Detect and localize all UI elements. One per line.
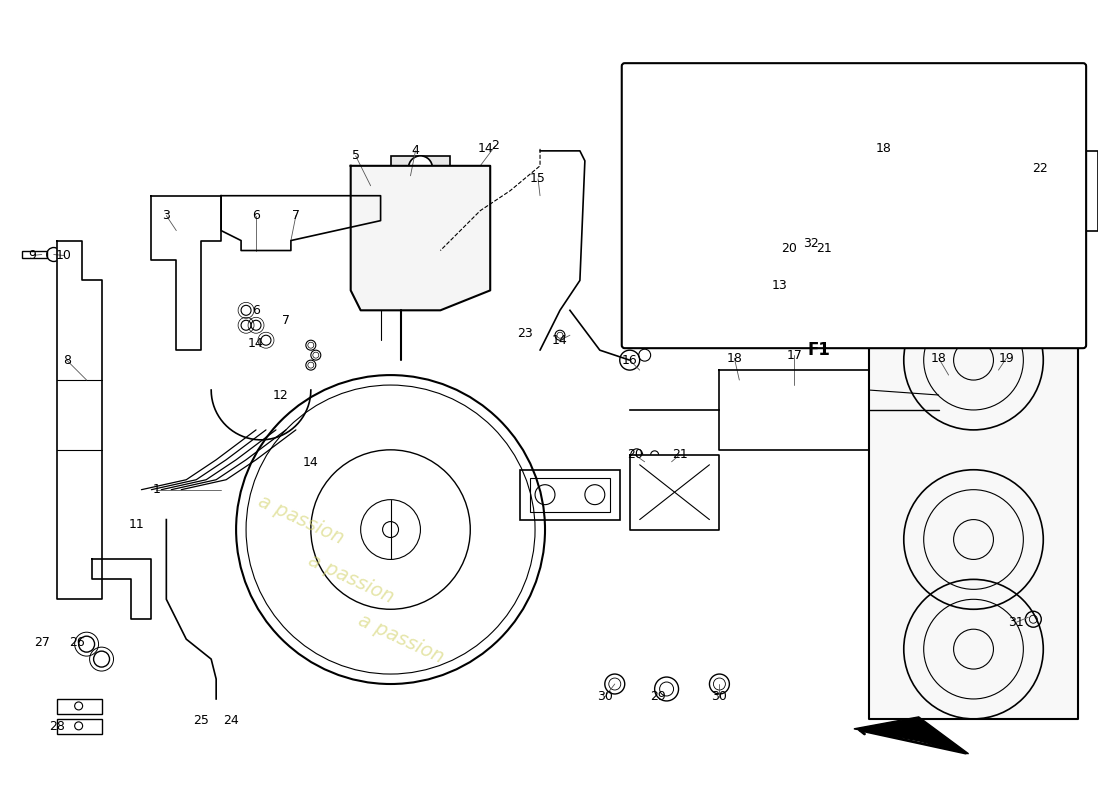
Polygon shape <box>869 290 1078 719</box>
Text: 15: 15 <box>530 172 546 186</box>
Text: 14: 14 <box>302 456 319 470</box>
Text: 2: 2 <box>492 139 499 152</box>
Circle shape <box>408 156 432 180</box>
Text: 27: 27 <box>34 636 50 649</box>
Text: 7: 7 <box>282 314 290 326</box>
Circle shape <box>710 674 729 694</box>
Text: 18: 18 <box>931 352 947 365</box>
Text: 21: 21 <box>672 448 688 462</box>
Text: 6: 6 <box>252 304 260 317</box>
Bar <box>839 216 938 226</box>
Text: 8: 8 <box>63 354 70 366</box>
Text: 20: 20 <box>781 242 798 255</box>
Text: 10: 10 <box>56 249 72 262</box>
Text: 25: 25 <box>194 714 209 727</box>
Text: 6: 6 <box>252 209 260 222</box>
Text: 18: 18 <box>876 142 892 155</box>
Text: a passion: a passion <box>354 611 447 667</box>
Text: 23: 23 <box>517 326 534 340</box>
Bar <box>530 478 609 512</box>
Text: 20: 20 <box>627 448 642 462</box>
Text: 31: 31 <box>1009 616 1024 629</box>
Polygon shape <box>1068 151 1098 230</box>
Text: 21: 21 <box>816 242 832 255</box>
Text: 14: 14 <box>552 334 568 346</box>
Polygon shape <box>221 196 381 250</box>
Text: 7: 7 <box>292 209 300 222</box>
Text: 17: 17 <box>786 349 802 362</box>
Text: F1: F1 <box>807 341 830 359</box>
Circle shape <box>94 651 110 667</box>
Polygon shape <box>351 166 491 310</box>
Text: 13: 13 <box>771 279 788 292</box>
Bar <box>390 156 450 181</box>
Bar <box>989 146 1019 226</box>
Text: 4: 4 <box>411 144 419 158</box>
Text: a passion: a passion <box>255 491 346 548</box>
Bar <box>57 699 101 714</box>
Polygon shape <box>629 455 719 530</box>
Text: 3: 3 <box>163 209 170 222</box>
Circle shape <box>605 674 625 694</box>
Text: 28: 28 <box>48 720 65 734</box>
Text: 22: 22 <box>1033 162 1048 175</box>
Bar <box>700 156 759 196</box>
Bar <box>22 250 47 258</box>
Text: 9: 9 <box>28 249 35 262</box>
Text: 16: 16 <box>621 354 638 366</box>
Text: 19: 19 <box>999 352 1014 365</box>
Polygon shape <box>854 717 968 754</box>
Text: 11: 11 <box>129 518 144 531</box>
Text: 32: 32 <box>803 237 820 250</box>
Text: 14: 14 <box>477 142 493 155</box>
Polygon shape <box>57 241 101 599</box>
FancyBboxPatch shape <box>621 63 1086 348</box>
Text: 30: 30 <box>597 690 613 703</box>
Text: 12: 12 <box>273 389 289 402</box>
Polygon shape <box>719 370 869 450</box>
Text: 30: 30 <box>712 690 727 703</box>
Text: 26: 26 <box>69 636 85 649</box>
Polygon shape <box>152 196 221 350</box>
Text: 29: 29 <box>650 690 666 703</box>
Text: a passion: a passion <box>305 551 397 607</box>
Polygon shape <box>91 559 152 619</box>
Text: 5: 5 <box>352 150 360 162</box>
Bar <box>520 470 619 519</box>
Text: 14: 14 <box>249 337 264 350</box>
Circle shape <box>78 636 95 652</box>
Bar <box>57 719 101 734</box>
Text: 18: 18 <box>726 352 742 365</box>
Text: 1: 1 <box>153 483 161 496</box>
Text: 24: 24 <box>223 714 239 727</box>
